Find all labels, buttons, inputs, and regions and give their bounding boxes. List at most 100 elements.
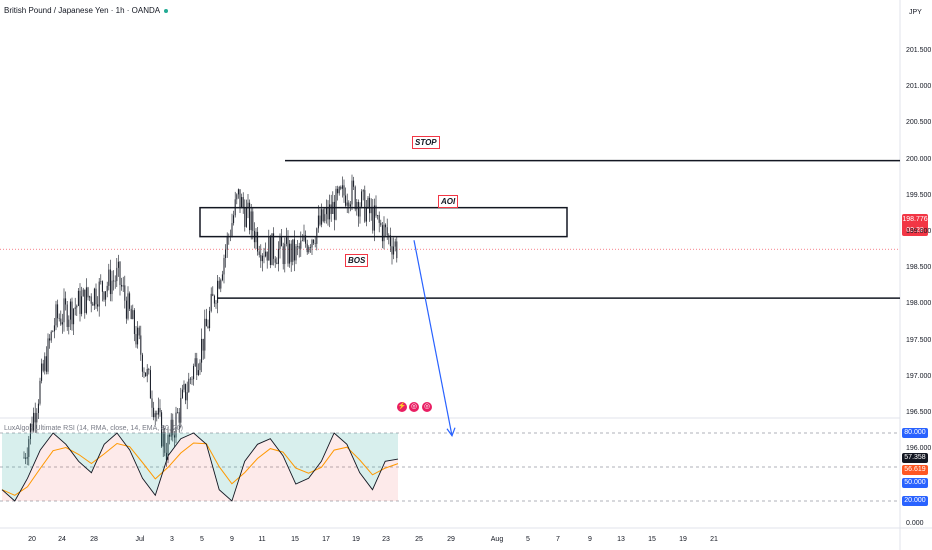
candle-body [389,235,391,247]
price-tick-label: 199.000 [906,228,932,235]
candle-body [53,325,55,332]
candle-body [377,215,379,216]
date-tick-label: 11 [258,536,266,543]
candle-body [394,241,396,247]
candle-body [393,246,395,255]
candle-body [133,310,135,335]
candle-body [197,370,199,376]
date-tick-label: 24 [58,536,66,543]
candle-body [117,261,119,268]
candle-body [261,255,263,262]
candle-body [281,236,283,247]
candle-body [314,243,316,244]
candle-body [241,197,243,209]
oscillator [0,432,900,502]
candle-body [212,293,214,296]
candle-body [151,398,153,408]
candle-body [114,280,116,282]
aoi-label[interactable]: AOI [438,195,459,208]
osc-value-badge: 50.000 [902,478,928,488]
indicator-title[interactable]: LuxAlgo - Ultimate RSI (14, RMA, close, … [4,425,183,432]
rsi-line [1,432,399,502]
candle-body [97,304,99,307]
candle-body [81,296,83,314]
candle-body [330,204,332,214]
candle-body [369,197,371,214]
candle-body [108,269,110,286]
candle-body [127,293,129,319]
flag-event-icon-2[interactable]: ◎ [422,402,432,412]
candle-body [132,310,134,319]
bos-label[interactable]: BOS [345,254,369,267]
candle-body [298,246,300,249]
current-price-value: 198.776 [902,216,928,223]
date-tick-label: Jul [135,536,145,543]
price-tick-label: 200.500 [906,119,932,127]
candle-body [335,188,337,220]
candle-body [146,369,148,377]
candle-body [31,423,33,431]
candle-body [364,190,366,222]
flag-event-icon[interactable]: ◎ [409,402,419,412]
candle-body [290,243,292,262]
candle-body [161,412,163,447]
candle-body [341,185,343,189]
candle-body [45,356,47,372]
candle-body [226,236,228,250]
candle-body [309,247,311,248]
candle-body [266,251,268,261]
osc-value-badge: 80.000 [902,428,928,438]
candle-body [356,201,358,210]
candle-body [172,419,174,436]
candle-body [282,246,284,265]
osc-value-badge: 57.358 [902,453,928,463]
candle-body [201,338,203,363]
lightning-event-icon[interactable]: ⚡ [397,402,407,412]
candle-body [149,370,151,399]
symbol-title[interactable]: British Pound / Japanese Yen · 1h · OAND… [4,6,169,15]
market-status-icon [164,8,169,13]
candle-body [106,285,108,292]
price-tick-label: 198.000 [906,300,932,308]
date-tick-label: 20 [28,536,36,543]
price-tick-label: 196.000 [906,445,932,453]
candle-body [303,235,305,241]
candle-body [105,291,107,300]
candle-body [92,303,94,306]
candle-body [231,223,233,237]
candle-body [353,180,355,187]
date-tick-label: 17 [322,536,330,543]
candle-body [95,288,97,305]
candle-body [292,239,294,262]
candle-body [188,378,190,393]
candle-body [85,287,87,313]
candle-body [111,280,113,295]
candle-body [154,413,156,418]
candle-body [244,207,246,227]
candle-body [340,186,342,189]
candle-body [218,280,220,289]
candle-body [268,236,270,261]
candle-body [260,254,262,262]
candle-body [255,231,257,243]
candle-body [359,206,361,217]
stop-label[interactable]: STOP [412,136,440,149]
candle-body [103,291,105,300]
candle-body [58,318,60,319]
price-tick-label: 201.500 [906,47,932,54]
candle-body [191,378,193,380]
rsi-upper-fill [2,433,398,501]
candle-body [273,233,275,259]
currency-label[interactable]: JPY [909,9,922,16]
candle-body [239,189,241,209]
price-tick-label: 197.000 [906,372,932,380]
candle-body [213,295,215,304]
candle-body [263,255,265,257]
candle-body [258,251,260,255]
candle-body [306,243,308,253]
candle-body [332,201,334,214]
candle-body [375,205,377,216]
